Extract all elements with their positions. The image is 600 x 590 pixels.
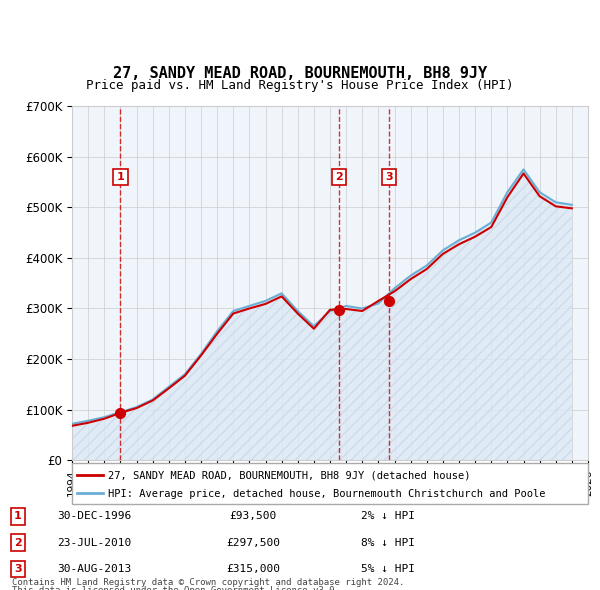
Point: [334, 305, 344, 314]
Text: 2% ↓ HPI: 2% ↓ HPI: [361, 512, 415, 522]
Text: 27, SANDY MEAD ROAD, BOURNEMOUTH, BH8 9JY (detached house): 27, SANDY MEAD ROAD, BOURNEMOUTH, BH8 9J…: [108, 471, 470, 480]
Text: Price paid vs. HM Land Registry's House Price Index (HPI): Price paid vs. HM Land Registry's House …: [86, 79, 514, 92]
Text: 3: 3: [14, 564, 22, 574]
Text: Contains HM Land Registry data © Crown copyright and database right 2024.: Contains HM Land Registry data © Crown c…: [12, 578, 404, 587]
Text: 2: 2: [335, 172, 343, 182]
Text: 27, SANDY MEAD ROAD, BOURNEMOUTH, BH8 9JY: 27, SANDY MEAD ROAD, BOURNEMOUTH, BH8 9J…: [113, 66, 487, 81]
Text: 30-AUG-2013: 30-AUG-2013: [57, 564, 131, 574]
FancyBboxPatch shape: [72, 463, 588, 504]
Point: [384, 296, 394, 306]
Text: 8% ↓ HPI: 8% ↓ HPI: [361, 537, 415, 548]
Text: HPI: Average price, detached house, Bournemouth Christchurch and Poole: HPI: Average price, detached house, Bour…: [108, 489, 545, 499]
Point: [116, 408, 125, 418]
Text: 1: 1: [14, 512, 22, 522]
Text: £93,500: £93,500: [229, 512, 277, 522]
Text: £315,000: £315,000: [226, 564, 280, 574]
Text: 30-DEC-1996: 30-DEC-1996: [57, 512, 131, 522]
Text: £297,500: £297,500: [226, 537, 280, 548]
Text: 2: 2: [14, 537, 22, 548]
Text: 5% ↓ HPI: 5% ↓ HPI: [361, 564, 415, 574]
Text: 1: 1: [116, 172, 124, 182]
Text: 23-JUL-2010: 23-JUL-2010: [57, 537, 131, 548]
Text: 3: 3: [385, 172, 393, 182]
Text: This data is licensed under the Open Government Licence v3.0.: This data is licensed under the Open Gov…: [12, 586, 340, 590]
